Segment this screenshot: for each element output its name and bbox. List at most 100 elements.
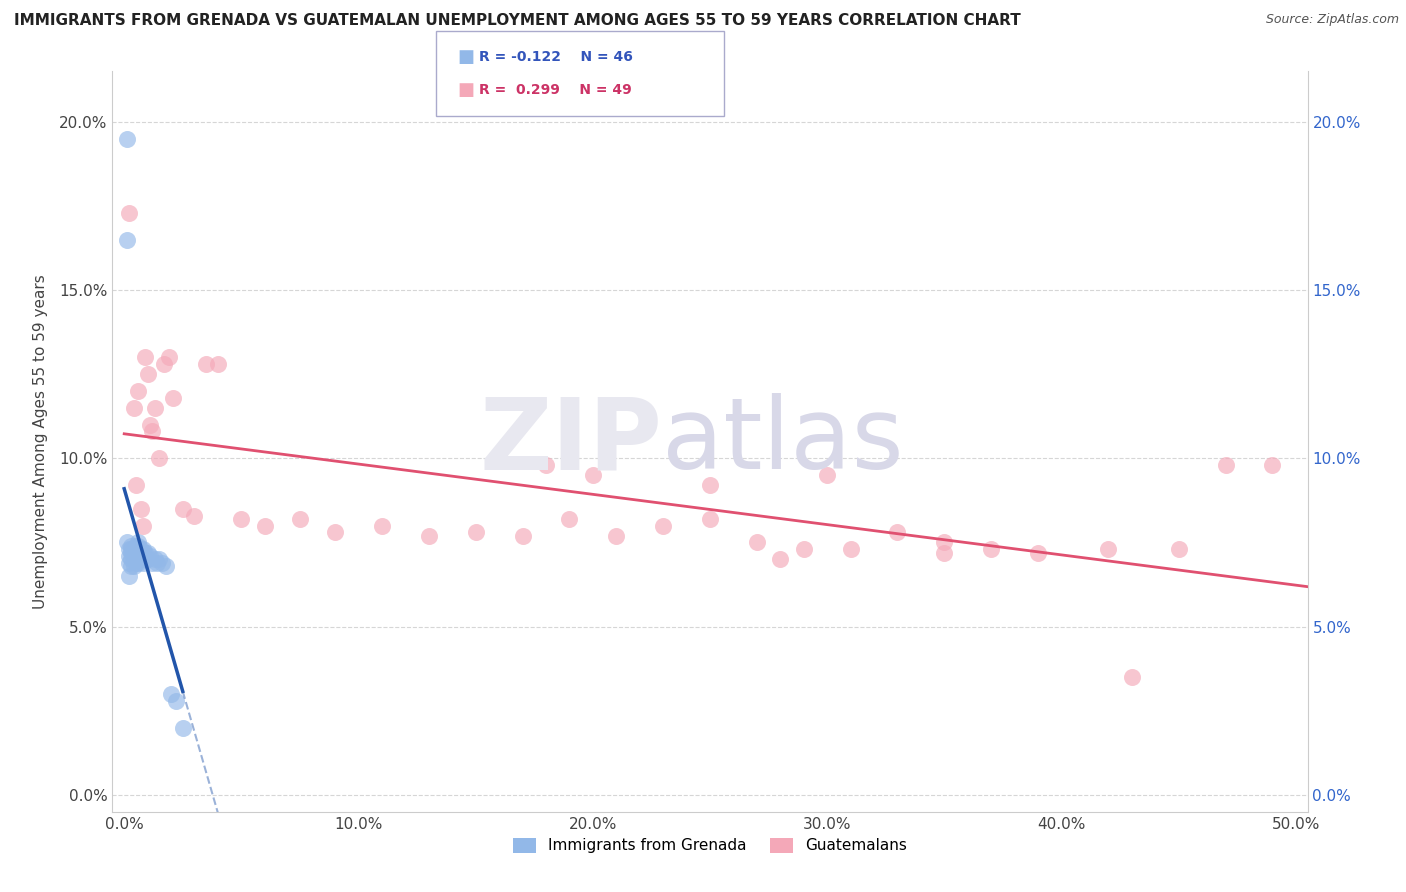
Point <box>253 518 276 533</box>
Point <box>125 478 148 492</box>
Point <box>127 549 149 563</box>
Point <box>1215 458 1237 472</box>
Point <box>120 539 142 553</box>
Point <box>141 556 163 570</box>
Point <box>132 556 155 570</box>
Point <box>1261 458 1284 472</box>
Point <box>146 556 169 570</box>
Point <box>122 401 145 415</box>
Text: R =  0.299    N = 49: R = 0.299 N = 49 <box>479 83 633 97</box>
Point <box>129 501 152 516</box>
Point <box>120 546 142 560</box>
Point <box>934 546 956 560</box>
Point <box>195 357 218 371</box>
Point <box>118 569 141 583</box>
Point <box>534 458 557 472</box>
Point <box>122 546 145 560</box>
Point <box>1026 546 1049 560</box>
Point <box>115 535 138 549</box>
Point <box>120 552 142 566</box>
Point <box>148 451 170 466</box>
Point <box>172 721 194 735</box>
Point <box>115 233 138 247</box>
Point <box>143 552 166 566</box>
Point <box>839 542 862 557</box>
Point <box>139 549 162 563</box>
Point <box>605 529 627 543</box>
Point <box>122 549 145 563</box>
Point <box>125 546 148 560</box>
Point <box>118 556 141 570</box>
Point <box>323 525 346 540</box>
Point <box>288 512 311 526</box>
Point <box>125 539 148 553</box>
Point <box>120 559 142 574</box>
Point <box>207 357 229 371</box>
Point <box>165 694 187 708</box>
Point <box>464 525 486 540</box>
Point <box>136 546 159 560</box>
Point <box>815 468 838 483</box>
Point <box>886 525 908 540</box>
Point <box>134 351 156 365</box>
Point <box>132 518 155 533</box>
Point <box>1167 542 1189 557</box>
Point <box>150 556 173 570</box>
Point <box>699 512 721 526</box>
Point <box>769 552 792 566</box>
Point <box>934 535 956 549</box>
Point <box>127 535 149 549</box>
Text: R = -0.122    N = 46: R = -0.122 N = 46 <box>479 50 633 64</box>
Point <box>125 542 148 557</box>
Text: IMMIGRANTS FROM GRENADA VS GUATEMALAN UNEMPLOYMENT AMONG AGES 55 TO 59 YEARS COR: IMMIGRANTS FROM GRENADA VS GUATEMALAN UN… <box>14 13 1021 29</box>
Point <box>134 552 156 566</box>
Text: ZIP: ZIP <box>479 393 662 490</box>
Point <box>132 542 155 557</box>
Point <box>582 468 605 483</box>
Point <box>418 529 440 543</box>
Point <box>793 542 815 557</box>
Point <box>129 546 152 560</box>
Point <box>122 559 145 574</box>
Point <box>127 384 149 398</box>
Point <box>115 131 138 145</box>
Point <box>153 357 176 371</box>
Point <box>125 556 148 570</box>
Point <box>129 552 152 566</box>
Point <box>371 518 394 533</box>
Point <box>134 546 156 560</box>
Point <box>558 512 581 526</box>
Point <box>155 559 177 574</box>
Point <box>127 539 149 553</box>
Point <box>136 368 159 382</box>
Point <box>172 501 194 516</box>
Text: ■: ■ <box>457 48 474 66</box>
Point <box>160 687 183 701</box>
Point <box>652 518 675 533</box>
Point <box>512 529 534 543</box>
Point <box>127 542 149 557</box>
Point <box>183 508 205 523</box>
Point <box>139 417 162 432</box>
Point <box>143 401 166 415</box>
Point <box>148 552 170 566</box>
Point <box>1121 670 1143 684</box>
Point <box>127 556 149 570</box>
Point <box>980 542 1002 557</box>
Point <box>699 478 721 492</box>
Point <box>745 535 768 549</box>
Point <box>120 542 142 557</box>
Point <box>118 542 141 557</box>
Point <box>132 549 155 563</box>
Text: Source: ZipAtlas.com: Source: ZipAtlas.com <box>1265 13 1399 27</box>
Point <box>231 512 253 526</box>
Y-axis label: Unemployment Among Ages 55 to 59 years: Unemployment Among Ages 55 to 59 years <box>34 274 48 609</box>
Point <box>136 552 159 566</box>
Point <box>125 549 148 563</box>
Point <box>118 205 141 219</box>
Point <box>129 542 152 557</box>
Point <box>157 351 180 365</box>
Text: ■: ■ <box>457 81 474 99</box>
Point <box>141 425 163 439</box>
Legend: Immigrants from Grenada, Guatemalans: Immigrants from Grenada, Guatemalans <box>508 831 912 860</box>
